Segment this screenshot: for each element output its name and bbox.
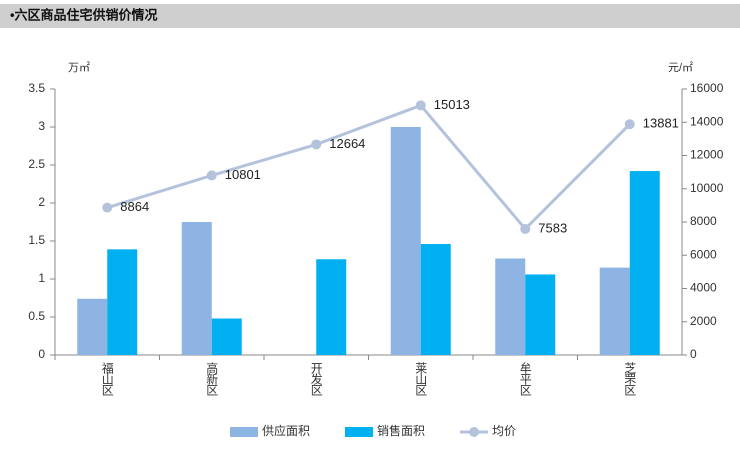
y-tick-label: 2 xyxy=(38,195,45,209)
y2-tick-label: 2000 xyxy=(690,314,717,328)
data-label: 15013 xyxy=(434,97,470,112)
line-marker xyxy=(624,119,635,130)
legend-label: 销售面积 xyxy=(377,423,425,438)
bar xyxy=(107,249,138,355)
header-bar xyxy=(0,4,740,28)
bar xyxy=(629,171,660,355)
data-label: 10801 xyxy=(225,167,261,182)
y2-unit: 元/㎡ xyxy=(668,61,693,74)
y2-tick-label: 8000 xyxy=(690,214,717,228)
bar xyxy=(390,127,421,355)
line-marker xyxy=(415,100,426,111)
bar xyxy=(420,244,451,355)
legend-label: 供应面积 xyxy=(262,423,310,438)
data-label: 7583 xyxy=(538,220,567,235)
data-label: 8864 xyxy=(120,199,149,214)
y-tick-label: 0 xyxy=(38,347,45,361)
data-label: 12664 xyxy=(329,136,365,151)
y2-tick-label: 14000 xyxy=(690,114,724,128)
bar xyxy=(525,274,556,355)
y2-tick-label: 6000 xyxy=(690,247,717,261)
y-tick-label: 3 xyxy=(38,119,45,133)
y2-tick-label: 16000 xyxy=(690,81,724,95)
line-marker xyxy=(520,223,531,234)
x-tick-label: 开发区 xyxy=(309,362,323,396)
y-tick-label: 2.5 xyxy=(28,157,45,171)
line-marker xyxy=(102,202,113,213)
line-marker xyxy=(311,139,322,150)
y2-tick-label: 12000 xyxy=(690,148,724,162)
x-tick-label: 芝罘区 xyxy=(623,361,637,396)
y2-tick-label: 0 xyxy=(690,347,697,361)
bar xyxy=(316,259,347,355)
bar xyxy=(77,298,108,355)
x-tick-label: 莱山区 xyxy=(414,362,428,396)
line-marker xyxy=(206,170,217,181)
legend-swatch xyxy=(230,427,258,437)
y2-tick-label: 4000 xyxy=(690,281,717,295)
y-tick-label: 0.5 xyxy=(28,309,45,323)
y-unit: 万㎡ xyxy=(68,61,90,74)
page-title: •六区商品住宅供销价情况 xyxy=(10,7,158,22)
data-label: 13881 xyxy=(643,116,679,131)
x-tick-label: 牟平区 xyxy=(518,361,532,396)
y-tick-label: 1.5 xyxy=(28,233,45,247)
bar xyxy=(495,258,526,355)
bar xyxy=(211,318,242,355)
legend-swatch xyxy=(469,427,479,437)
x-tick-label: 高新区 xyxy=(205,361,219,396)
y-tick-label: 3.5 xyxy=(28,81,45,95)
bar xyxy=(181,222,212,355)
y2-tick-label: 10000 xyxy=(690,181,724,195)
bar xyxy=(599,267,630,355)
x-tick-label: 福山区 xyxy=(100,361,114,396)
legend-label: 均价 xyxy=(492,424,516,438)
y-tick-label: 1 xyxy=(38,271,45,285)
legend-swatch xyxy=(345,427,373,437)
line xyxy=(106,103,631,232)
